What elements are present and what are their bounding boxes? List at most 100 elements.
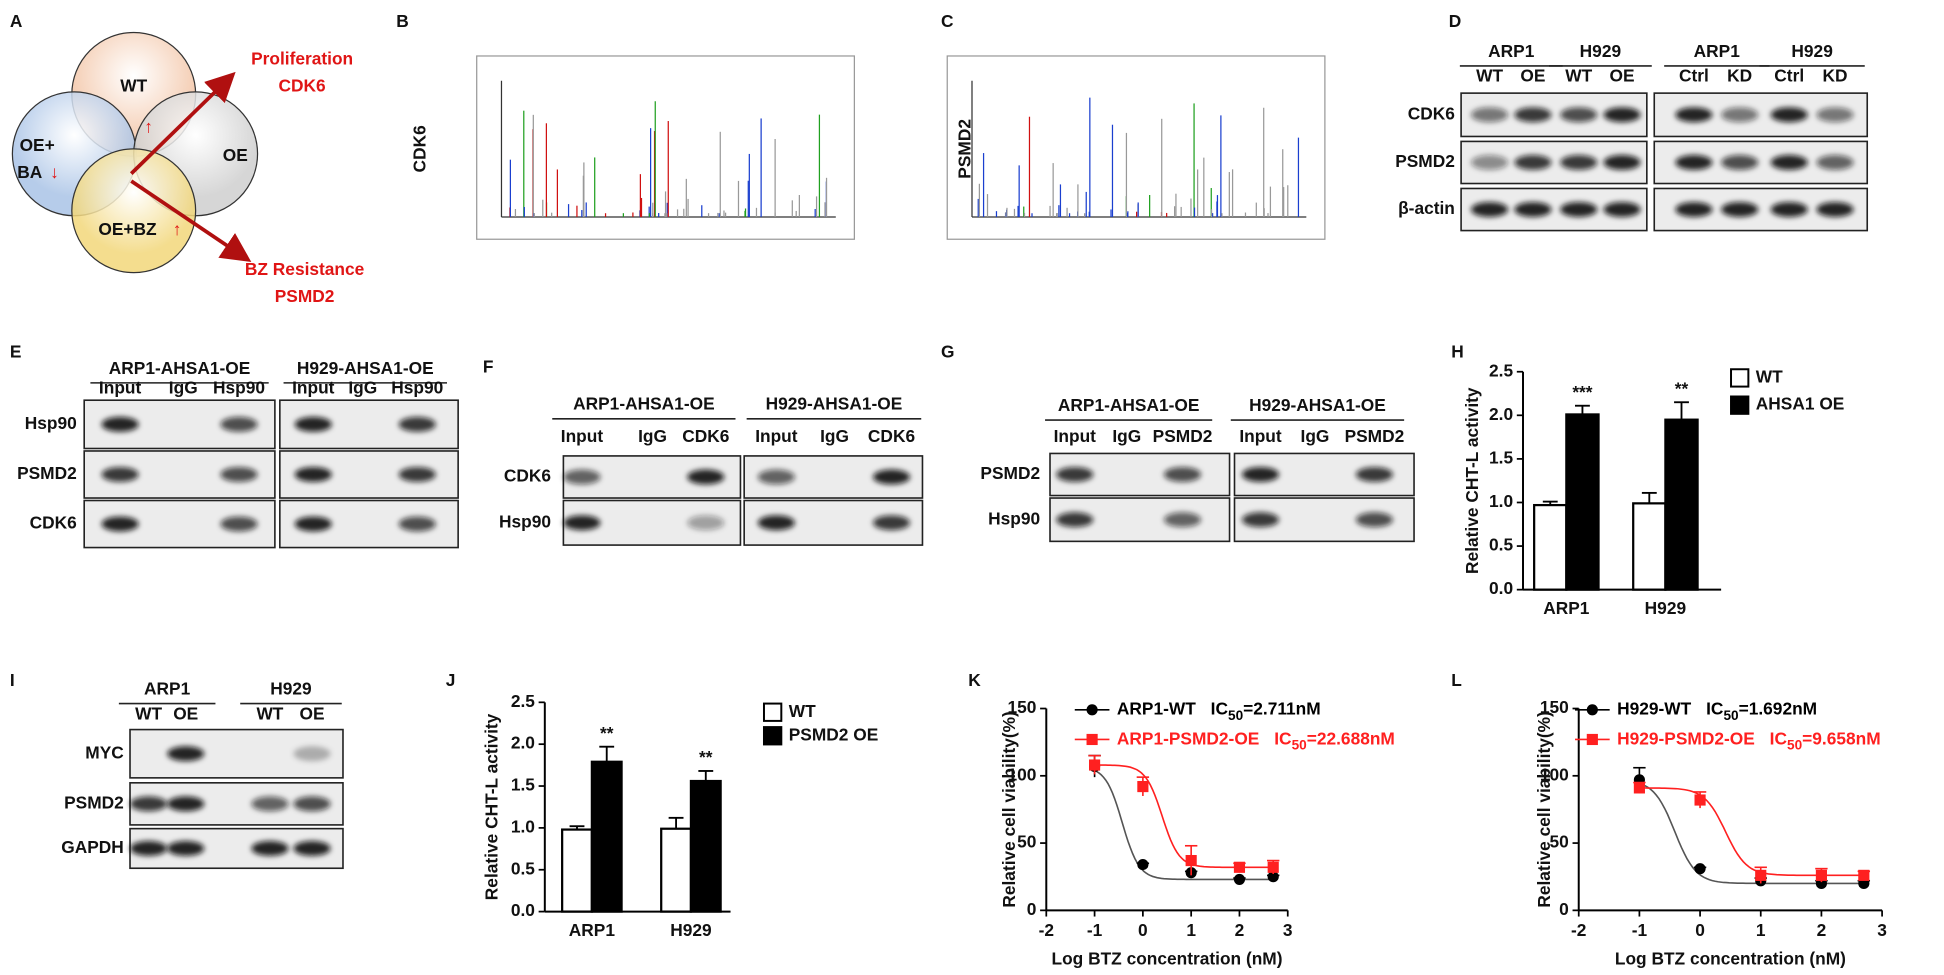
blot-band bbox=[398, 516, 436, 532]
row-label: PSMD2 bbox=[1395, 151, 1455, 171]
legend-label: WT bbox=[789, 701, 816, 721]
y-tick-label: 0.5 bbox=[1489, 535, 1513, 555]
blot-band bbox=[1056, 467, 1094, 482]
legend-label: H929-PSMD2-OE IC50=9.658nM bbox=[1617, 728, 1881, 752]
lane-label: CDK6 bbox=[868, 426, 916, 446]
blot-band bbox=[294, 516, 332, 532]
y-axis-label: Relative CHT-L activity bbox=[1462, 387, 1482, 574]
venn-label: OE+BZ bbox=[98, 219, 157, 239]
x-tick-label: -1 bbox=[1632, 920, 1648, 940]
lane-label: PSMD2 bbox=[1153, 426, 1213, 446]
legend-marker bbox=[1586, 733, 1598, 746]
panel-letter: G bbox=[941, 342, 954, 362]
ic50-label: IC bbox=[1274, 728, 1292, 748]
legend-name: ARP1-PSMD2-OE bbox=[1117, 728, 1260, 748]
y-tick-label: 2.5 bbox=[1489, 360, 1513, 380]
y-tick-label: 100 bbox=[1007, 764, 1036, 784]
y-tick-label: 50 bbox=[1550, 832, 1569, 852]
lane-label: KD bbox=[1823, 66, 1848, 86]
blot-band bbox=[1770, 107, 1808, 123]
y-tick-label: 150 bbox=[1540, 697, 1569, 717]
blot-band bbox=[130, 841, 168, 856]
y-tick-label: 100 bbox=[1540, 764, 1569, 784]
point bbox=[1858, 869, 1870, 881]
blot-band bbox=[1560, 107, 1598, 123]
y-tick-label: 1.0 bbox=[1489, 491, 1513, 511]
row-label: GAPDH bbox=[61, 837, 124, 857]
lane-label: Input bbox=[99, 378, 142, 398]
blot-band bbox=[1770, 202, 1808, 217]
blot-band bbox=[687, 469, 725, 485]
ic50-value: =2.711nM bbox=[1243, 698, 1321, 718]
blot-band bbox=[293, 746, 331, 762]
y-tick-label: 0.0 bbox=[1489, 578, 1513, 598]
fit-curve bbox=[1639, 787, 1864, 877]
spectrum-label: CDK6 bbox=[410, 125, 430, 173]
panel-letter: E bbox=[10, 342, 22, 362]
blot-band bbox=[1816, 202, 1854, 217]
blot-band bbox=[1603, 107, 1641, 123]
y-tick-label: 1.5 bbox=[511, 775, 535, 795]
y-axis-label: Relative cell viability(%) bbox=[999, 711, 1019, 907]
x-tick-label: ARP1 bbox=[569, 920, 616, 940]
legend-label: ARP1-PSMD2-OE IC50=22.688nM bbox=[1117, 728, 1395, 752]
point bbox=[1185, 854, 1197, 867]
blot-header: H929-AHSA1-OE bbox=[766, 394, 903, 414]
blot-band bbox=[167, 841, 205, 856]
blot-band bbox=[563, 469, 601, 485]
x-tick-label: 1 bbox=[1186, 920, 1196, 940]
blot-header: H929-AHSA1-OE bbox=[1249, 395, 1386, 415]
y-tick-label: 0.0 bbox=[511, 900, 535, 920]
lane-label: CDK6 bbox=[682, 426, 730, 446]
blot-band bbox=[251, 841, 289, 856]
ic50-value: =9.658nM bbox=[1802, 728, 1881, 748]
point bbox=[1267, 871, 1279, 883]
ic50-sub: 50 bbox=[1228, 708, 1244, 723]
lane-label: WT bbox=[1476, 66, 1503, 86]
venn-arrow: ↓ bbox=[50, 162, 59, 182]
legend-label: WT bbox=[1756, 366, 1783, 386]
point bbox=[1233, 873, 1246, 885]
blot-band bbox=[1560, 155, 1598, 170]
legend-marker bbox=[1086, 733, 1098, 746]
blot-band bbox=[1163, 467, 1202, 482]
blot-header: H929-AHSA1-OE bbox=[297, 358, 434, 378]
blot-band bbox=[398, 416, 436, 432]
legend-swatch bbox=[762, 702, 783, 722]
x-tick-label: -1 bbox=[1087, 920, 1103, 940]
blot-band bbox=[1675, 202, 1713, 217]
point bbox=[1815, 869, 1827, 881]
blot-band bbox=[1514, 155, 1552, 170]
venn-circle bbox=[71, 148, 197, 274]
annotation: Proliferation bbox=[251, 48, 353, 68]
bar bbox=[689, 779, 722, 913]
y-tick-label: 2.0 bbox=[511, 733, 535, 753]
blot-header: ARP1-AHSA1-OE bbox=[109, 358, 251, 378]
row-label: Hsp90 bbox=[988, 508, 1040, 528]
lane-label: OE bbox=[300, 703, 325, 723]
lane-label: IgG bbox=[169, 378, 198, 398]
annotation: BZ Resistance bbox=[245, 259, 365, 279]
ic50-sub: 50 bbox=[1723, 708, 1739, 723]
lane-label: IgG bbox=[1112, 426, 1141, 446]
blot-band bbox=[1355, 512, 1393, 528]
y-tick-label: 0 bbox=[1027, 899, 1037, 919]
lane-label: Input bbox=[1239, 426, 1282, 446]
blot-header: ARP1-AHSA1-OE bbox=[573, 394, 715, 414]
x-axis-label: Log BTZ concentration (nM) bbox=[1052, 948, 1283, 968]
panel-letter: D bbox=[1449, 11, 1462, 31]
blot-band bbox=[1603, 202, 1641, 217]
y-tick-label: 0 bbox=[1559, 899, 1569, 919]
x-tick-label: 2 bbox=[1817, 920, 1827, 940]
x-tick-label: 1 bbox=[1756, 920, 1766, 940]
ic50-value: =22.688nM bbox=[1307, 728, 1395, 748]
lane-label: OE bbox=[173, 703, 198, 723]
blot-band bbox=[220, 516, 258, 532]
x-tick-label: 0 bbox=[1138, 920, 1148, 940]
x-tick-label: H929 bbox=[670, 920, 711, 940]
venn-label: OE+ bbox=[20, 135, 55, 155]
panel-letter: H bbox=[1451, 342, 1464, 362]
blot-header: ARP1 bbox=[1694, 41, 1741, 61]
y-tick-label: 50 bbox=[1017, 832, 1036, 852]
lane-label: Hsp90 bbox=[213, 378, 265, 398]
